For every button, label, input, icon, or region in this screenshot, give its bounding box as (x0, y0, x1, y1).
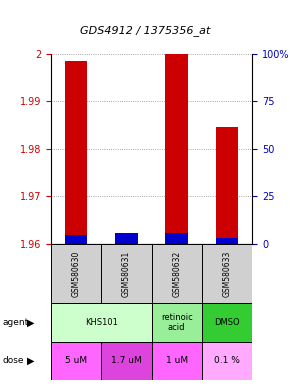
Text: GSM580630: GSM580630 (71, 250, 80, 297)
Text: retinoic
acid: retinoic acid (161, 313, 193, 332)
Text: 0.1 %: 0.1 % (214, 356, 240, 366)
Bar (151, 303, 202, 342)
Text: DMSO: DMSO (214, 318, 240, 327)
Bar (165, 233, 188, 244)
Bar (115, 233, 138, 244)
Bar (202, 244, 252, 303)
Bar (65, 235, 87, 244)
Text: GSM580633: GSM580633 (223, 250, 232, 297)
Bar (51, 303, 151, 342)
Text: GSM580631: GSM580631 (122, 250, 131, 297)
Bar (51, 342, 101, 380)
Text: GSM580632: GSM580632 (172, 250, 181, 297)
Text: KHS101: KHS101 (85, 318, 117, 327)
Bar (202, 303, 252, 342)
Bar (101, 342, 151, 380)
Bar (202, 342, 252, 380)
Text: dose: dose (3, 356, 24, 366)
Bar (65, 61, 87, 244)
Text: 5 uM: 5 uM (65, 356, 87, 366)
Text: ▶: ▶ (27, 318, 34, 328)
Bar (216, 127, 238, 244)
Text: 1.7 uM: 1.7 uM (111, 356, 142, 366)
Text: GDS4912 / 1375356_at: GDS4912 / 1375356_at (80, 25, 210, 36)
Bar (115, 238, 138, 244)
Bar (151, 244, 202, 303)
Text: 1 uM: 1 uM (166, 356, 188, 366)
Bar (51, 244, 101, 303)
Bar (101, 244, 151, 303)
Text: agent: agent (3, 318, 29, 327)
Bar (165, 54, 188, 244)
Bar (151, 342, 202, 380)
Text: ▶: ▶ (27, 356, 34, 366)
Bar (216, 238, 238, 244)
